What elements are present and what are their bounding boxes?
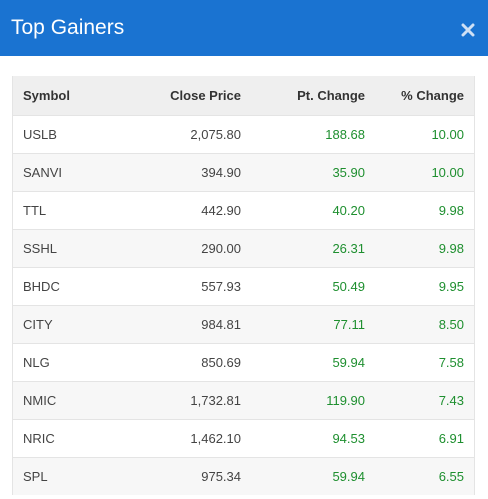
- cell-pct-change: 6.91: [438, 430, 464, 446]
- cell-symbol: SPL: [23, 468, 48, 484]
- cell-close-price: 557.93: [201, 278, 241, 294]
- cell-pct-change: 7.43: [438, 392, 464, 408]
- modal-body: Symbol Close Price Pt. Change % Change U…: [0, 56, 488, 495]
- cell-pt-change: 40.20: [332, 202, 365, 218]
- cell-symbol: SANVI: [23, 164, 63, 180]
- cell-symbol: USLB: [23, 126, 57, 142]
- cell-close-price: 1,732.81: [190, 392, 241, 408]
- column-header-pt-change: Pt. Change: [297, 87, 365, 103]
- table-row: SANVI 394.90 35.90 10.00: [12, 153, 475, 191]
- cell-pct-change: 8.50: [438, 316, 464, 332]
- cell-pt-change: 26.31: [332, 240, 365, 256]
- cell-pct-change: 7.58: [438, 354, 464, 370]
- column-header-symbol: Symbol: [23, 87, 70, 103]
- cell-close-price: 290.00: [201, 240, 241, 256]
- table-header-row: Symbol Close Price Pt. Change % Change: [12, 76, 475, 115]
- cell-pt-change: 77.11: [333, 316, 365, 332]
- cell-pt-change: 94.53: [332, 430, 365, 446]
- cell-pct-change: 9.95: [438, 278, 464, 294]
- cell-pt-change: 35.90: [332, 164, 365, 180]
- cell-symbol: SSHL: [23, 240, 57, 256]
- close-icon[interactable]: [458, 20, 478, 40]
- cell-symbol: NLG: [23, 354, 50, 370]
- table-row: NRIC 1,462.10 94.53 6.91: [12, 419, 475, 457]
- table-row: SPL 975.34 59.94 6.55: [12, 457, 475, 495]
- cell-close-price: 1,462.10: [190, 430, 241, 446]
- cell-close-price: 984.81: [201, 316, 241, 332]
- cell-pt-change: 188.68: [325, 126, 365, 142]
- cell-symbol: TTL: [23, 202, 47, 218]
- cell-symbol: BHDC: [23, 278, 60, 294]
- cell-pct-change: 10.00: [431, 126, 464, 142]
- cell-close-price: 442.90: [201, 202, 241, 218]
- cell-pct-change: 9.98: [438, 240, 464, 256]
- cell-close-price: 975.34: [201, 468, 241, 484]
- cell-pct-change: 9.98: [438, 202, 464, 218]
- cell-pt-change: 59.94: [332, 354, 365, 370]
- cell-close-price: 394.90: [201, 164, 241, 180]
- cell-pct-change: 10.00: [431, 164, 464, 180]
- cell-pt-change: 50.49: [332, 278, 365, 294]
- cell-symbol: NRIC: [23, 430, 55, 446]
- table-row: NLG 850.69 59.94 7.58: [12, 343, 475, 381]
- cell-close-price: 850.69: [201, 354, 241, 370]
- modal-title: Top Gainers: [11, 16, 125, 39]
- table-row: NMIC 1,732.81 119.90 7.43: [12, 381, 475, 419]
- table-row: USLB 2,075.80 188.68 10.00: [12, 115, 475, 153]
- cell-pt-change: 119.90: [326, 392, 365, 408]
- cell-symbol: CITY: [23, 316, 53, 332]
- table-row: SSHL 290.00 26.31 9.98: [12, 229, 475, 267]
- column-header-close-price: Close Price: [170, 87, 241, 103]
- column-header-pct-change: % Change: [401, 87, 464, 103]
- table-row: CITY 984.81 77.11 8.50: [12, 305, 475, 343]
- table-row: TTL 442.90 40.20 9.98: [12, 191, 475, 229]
- cell-pct-change: 6.55: [438, 468, 464, 484]
- table-body: USLB 2,075.80 188.68 10.00 SANVI 394.90 …: [12, 115, 475, 495]
- cell-close-price: 2,075.80: [190, 126, 241, 142]
- cell-symbol: NMIC: [23, 392, 57, 408]
- cell-pt-change: 59.94: [332, 468, 365, 484]
- modal-header: Top Gainers: [0, 0, 488, 56]
- table-row: BHDC 557.93 50.49 9.95: [12, 267, 475, 305]
- gainers-table: Symbol Close Price Pt. Change % Change U…: [12, 76, 475, 495]
